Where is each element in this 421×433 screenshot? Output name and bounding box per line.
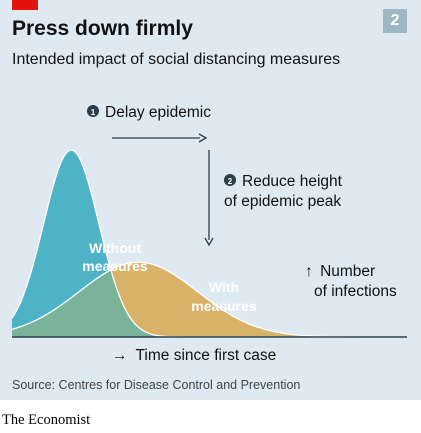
y-axis-label-line1: ↑ Number bbox=[305, 263, 375, 280]
chart-subtitle: Intended impact of social distancing mea… bbox=[12, 51, 341, 68]
y-axis-label-line2: of infections bbox=[314, 283, 397, 300]
annotation-2-marker bbox=[224, 174, 236, 186]
y-axis-label-text: Number bbox=[320, 263, 375, 280]
annotation-1-marker bbox=[87, 105, 99, 117]
x-axis-label-text: Time since first case bbox=[136, 347, 277, 364]
x-axis-arrow-icon: → bbox=[112, 347, 128, 364]
label-without-line1: Without bbox=[89, 240, 141, 256]
y-axis-arrow-icon: ↑ bbox=[305, 263, 313, 280]
annotation-2-number: 2 bbox=[228, 177, 233, 186]
chart-title: Press down firmly bbox=[12, 17, 193, 40]
annotation-2-line1: Reduce height bbox=[242, 173, 343, 190]
brand-red-tag bbox=[12, 0, 38, 10]
label-with-line2: measures bbox=[191, 298, 257, 314]
chart-number-badge: 2 bbox=[383, 9, 407, 33]
delay-arrow-head bbox=[198, 133, 208, 143]
reduce-peak-arrow-head bbox=[204, 237, 214, 247]
label-with-line1: With bbox=[209, 279, 239, 295]
curve-overlap-region bbox=[12, 262, 407, 337]
annotation-1-text: Delay epidemic bbox=[105, 104, 211, 121]
label-without-line2: measures bbox=[82, 258, 148, 274]
economist-logo: The Economist bbox=[2, 412, 91, 428]
annotation-2-line2: of epidemic peak bbox=[224, 193, 341, 210]
chart-source: Source: Centres for Disease Control and … bbox=[12, 378, 301, 392]
annotation-1-number: 1 bbox=[91, 108, 96, 117]
epidemic-curve-chart: 1 Delay epidemic 2 Reduce height of epid… bbox=[11, 104, 407, 364]
x-axis-label: → Time since first case bbox=[112, 347, 276, 364]
